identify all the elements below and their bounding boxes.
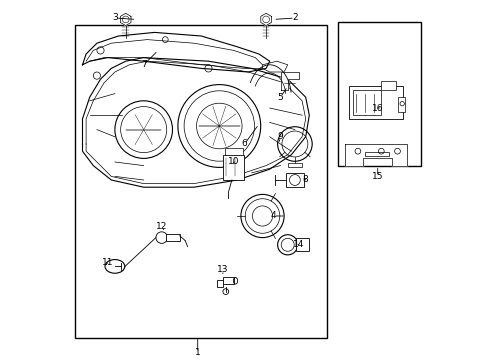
Bar: [337, 22, 420, 166]
Bar: [365, 152, 387, 156]
Polygon shape: [260, 13, 271, 26]
Bar: [224, 148, 242, 155]
Text: 11: 11: [102, 258, 113, 267]
Polygon shape: [280, 72, 298, 90]
Text: 13: 13: [217, 266, 228, 274]
Polygon shape: [82, 58, 309, 187]
Polygon shape: [82, 32, 269, 72]
Text: 12: 12: [156, 222, 167, 231]
Bar: [223, 155, 244, 180]
Polygon shape: [120, 13, 131, 26]
Text: 10: 10: [227, 157, 239, 166]
Bar: [285, 173, 303, 187]
Text: 15: 15: [371, 172, 383, 181]
Text: 6: 6: [241, 139, 247, 148]
Polygon shape: [262, 61, 287, 72]
Bar: [348, 86, 402, 119]
Text: 9: 9: [277, 132, 283, 141]
Text: 2: 2: [291, 13, 297, 22]
Text: 4: 4: [270, 211, 276, 220]
Bar: [287, 163, 302, 167]
Bar: [352, 90, 381, 115]
Bar: [397, 97, 404, 112]
Text: 16: 16: [371, 104, 383, 112]
Text: 7: 7: [141, 60, 146, 69]
Text: 1: 1: [194, 348, 200, 357]
Bar: [217, 280, 222, 287]
Text: 3: 3: [112, 13, 118, 22]
Bar: [166, 234, 179, 241]
Bar: [296, 238, 308, 251]
Text: 14: 14: [292, 240, 304, 249]
Text: 5: 5: [277, 93, 283, 102]
Polygon shape: [345, 144, 406, 166]
Text: 8: 8: [302, 175, 308, 184]
Bar: [381, 81, 395, 90]
Bar: [223, 277, 233, 284]
Bar: [75, 25, 326, 338]
